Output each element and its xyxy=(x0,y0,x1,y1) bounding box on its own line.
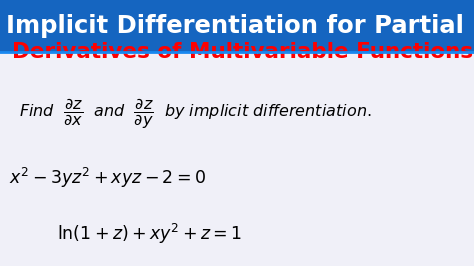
Bar xyxy=(0,0,474,52)
Text: $\ln(1 + z) + xy^2 + z = 1$: $\ln(1 + z) + xy^2 + z = 1$ xyxy=(57,222,242,246)
Text: Implicit Differentiation for Partial: Implicit Differentiation for Partial xyxy=(6,14,464,38)
Text: Derivatives of Multivariable Functions: Derivatives of Multivariable Functions xyxy=(12,42,473,62)
Text: $x^2 - 3yz^2 + xyz - 2 = 0$: $x^2 - 3yz^2 + xyz - 2 = 0$ xyxy=(9,166,207,190)
Text: $\mathit{Find}\ \ \dfrac{\partial z}{\partial x}\ \ \mathit{and}\ \ \dfrac{\part: $\mathit{Find}\ \ \dfrac{\partial z}{\pa… xyxy=(19,95,372,131)
